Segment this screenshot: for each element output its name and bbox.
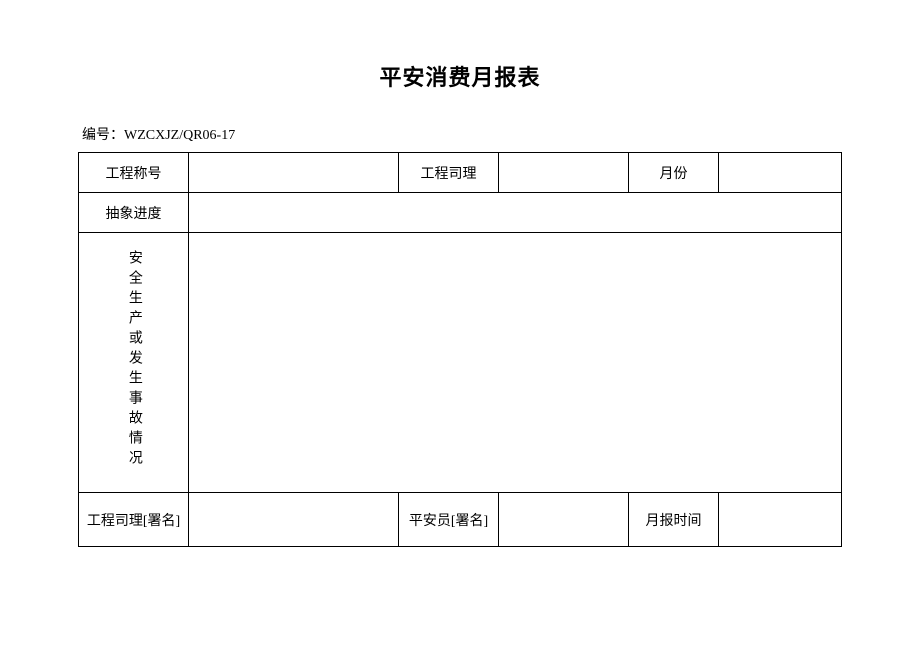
progress-label: 抽象进度 [79,193,189,233]
table-row: 安全生产或发生事故情况 [79,233,842,493]
month-value [719,153,842,193]
progress-value [189,193,842,233]
report-time-value [719,493,842,547]
safety-officer-sign-value [499,493,629,547]
safety-situation-value [189,233,842,493]
table-row: 工程称号 工程司理 月份 [79,153,842,193]
form-container: 平安消费月报表 编号：WZCXJZ/QR06-17 工程称号 工程司理 月份 抽… [0,0,920,547]
manager-sign-label: 工程司理[署名] [79,493,189,547]
manager-sign-value [189,493,399,547]
doc-number-value: WZCXJZ/QR06-17 [124,128,235,143]
project-name-label: 工程称号 [79,153,189,193]
document-number: 编号：WZCXJZ/QR06-17 [82,124,842,144]
table-row: 工程司理[署名] 平安员[署名] 月报时间 [79,493,842,547]
safety-officer-sign-label: 平安员[署名] [399,493,499,547]
report-table: 工程称号 工程司理 月份 抽象进度 安全生产或发生事故情况 工程司理[署名] 平… [78,152,842,547]
project-manager-value [499,153,629,193]
report-time-label: 月报时间 [629,493,719,547]
safety-situation-label: 安全生产或发生事故情况 [79,233,189,493]
project-manager-label: 工程司理 [399,153,499,193]
month-label: 月份 [629,153,719,193]
project-name-value [189,153,399,193]
table-row: 抽象进度 [79,193,842,233]
vertical-label-text: 安全生产或发生事故情况 [125,250,142,470]
form-title: 平安消费月报表 [78,60,842,92]
doc-number-label: 编号： [82,128,124,143]
